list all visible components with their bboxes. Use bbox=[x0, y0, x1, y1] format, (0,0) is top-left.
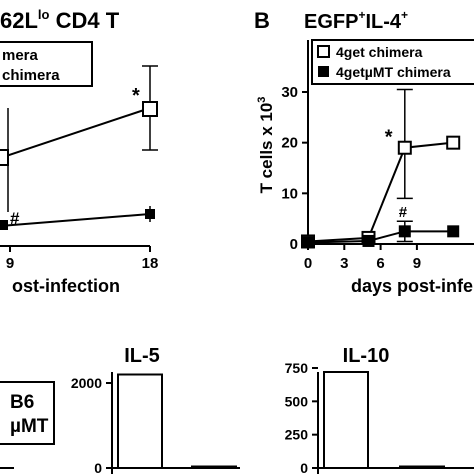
panel-b-legend-open-marker bbox=[317, 45, 330, 58]
panel-d-bar-MT bbox=[191, 465, 237, 469]
panel-e-title: IL-10 bbox=[343, 345, 390, 367]
panel-b-y-tick-label-0: 0 bbox=[290, 236, 298, 253]
panel-e-bars bbox=[323, 371, 445, 469]
panel-b-filled-point-5 bbox=[362, 234, 375, 247]
panel-b-filled-point-8 bbox=[398, 225, 411, 238]
panel-a-star-annotation: * bbox=[132, 85, 140, 107]
panel-a-series-filled-line bbox=[0, 213, 151, 227]
panel-d-y-tick-label-2000: 2000 bbox=[71, 375, 102, 391]
panel-c-legend-box bbox=[0, 381, 55, 445]
panel-a-x-axis-label: ost-infection bbox=[12, 276, 120, 296]
panel-b-y-tick-label-10: 10 bbox=[281, 185, 298, 202]
panel-b-legend-item-1: 4get chimera bbox=[336, 44, 423, 60]
panel-b-x-axis-label: days post-infe bbox=[351, 276, 473, 296]
panel-e-bar-MT bbox=[399, 465, 445, 469]
panel-b-open-point-8 bbox=[397, 140, 412, 155]
panel-d-bars bbox=[117, 373, 237, 469]
panel-a-open-point-2 bbox=[142, 101, 158, 117]
panel-e: IL-10 0 250 500 750 bbox=[285, 345, 474, 474]
panel-d-title: IL-5 bbox=[124, 345, 160, 367]
panel-b-x-tick-label-9: 9 bbox=[413, 255, 421, 272]
panel-b-open-point-12 bbox=[446, 135, 461, 150]
panel-b-legend-filled-marker bbox=[318, 66, 329, 77]
panel-b-y-tick-label-30: 30 bbox=[281, 84, 298, 101]
panel-b-series-open-line bbox=[307, 141, 454, 243]
panel-a-series-open-line bbox=[0, 107, 151, 159]
panel-e-y-tick-label-500: 500 bbox=[285, 393, 309, 409]
panel-b-y-axis-label: T cells x 103 bbox=[256, 97, 276, 194]
panel-b-filled-point-12 bbox=[447, 225, 460, 238]
panel-b-series: *# bbox=[301, 88, 461, 249]
panel-a-legend-box bbox=[0, 41, 93, 87]
panel-b-legend-item-2: 4getµMT chimera bbox=[336, 64, 451, 80]
panel-b-filled-point-0 bbox=[302, 236, 314, 249]
panel-b-title: EGFP+IL-4+ bbox=[304, 8, 408, 33]
panel-a: 62Llo CD4 T mera chimera * # 9 18 ost-in… bbox=[0, 7, 158, 296]
panel-b-hash-annotation: # bbox=[399, 204, 408, 221]
panel-b-x-tick-label-0: 0 bbox=[304, 255, 312, 272]
panel-a-open-point-1 bbox=[0, 149, 9, 166]
panel-b-x-ticks: 0 3 6 9 bbox=[304, 244, 421, 272]
panel-e-bar-B6 bbox=[323, 371, 369, 469]
panel-b-y-tick-label-20: 20 bbox=[281, 135, 298, 152]
panel-b-star-annotation: * bbox=[385, 127, 393, 149]
panel-a-title: 62Llo CD4 T bbox=[0, 7, 120, 33]
panel-a-filled-point-2 bbox=[145, 209, 155, 219]
panel-c-legend-item-2: µMT bbox=[10, 416, 49, 437]
panel-a-x-tick-label-18: 18 bbox=[142, 255, 159, 272]
panel-b-x-tick-label-6: 6 bbox=[376, 255, 384, 272]
panel-a-legend-item-1: mera bbox=[2, 47, 39, 64]
panel-d-y-ticks: 0 2000 bbox=[71, 375, 112, 474]
panel-a-x-tick-label-9: 9 bbox=[6, 255, 14, 272]
panel-a-filled-point-1 bbox=[0, 220, 8, 230]
panel-d-bar-B6 bbox=[117, 373, 163, 469]
panel-b-letter: B bbox=[254, 8, 270, 33]
panel-e-y-tick-label-750: 750 bbox=[285, 360, 309, 376]
panel-c: B6 µMT bbox=[0, 381, 55, 469]
panel-d-y-tick-label-0: 0 bbox=[94, 460, 102, 474]
panel-b-x-tick-label-3: 3 bbox=[340, 255, 348, 272]
panel-c-legend-item-1: B6 bbox=[10, 392, 34, 413]
panel-b-series-filled-line bbox=[307, 230, 454, 244]
panel-e-y-tick-label-250: 250 bbox=[285, 427, 309, 443]
panel-a-hash-annotation: # bbox=[10, 209, 20, 228]
panel-b-y-ticks: 0 10 20 30 bbox=[281, 84, 308, 253]
panel-e-y-tick-label-0: 0 bbox=[300, 460, 308, 474]
panel-e-y-ticks: 0 250 500 750 bbox=[285, 360, 318, 474]
panel-a-legend-item-2: chimera bbox=[2, 67, 60, 84]
panel-b-legend-box bbox=[311, 39, 474, 85]
panel-d: IL-5 0 2000 bbox=[71, 345, 240, 474]
